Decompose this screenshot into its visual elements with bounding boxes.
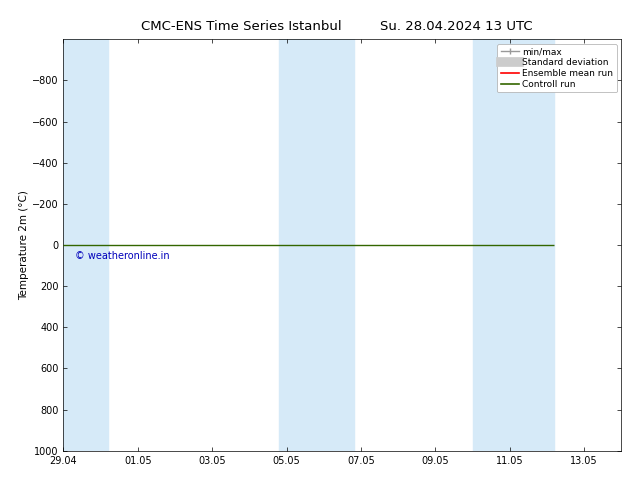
- Bar: [472, 39, 554, 451]
- Bar: [63, 39, 108, 451]
- Y-axis label: Temperature 2m (°C): Temperature 2m (°C): [19, 190, 29, 300]
- Bar: [279, 39, 354, 451]
- Legend: min/max, Standard deviation, Ensemble mean run, Controll run: min/max, Standard deviation, Ensemble me…: [497, 44, 617, 92]
- Text: CMC-ENS Time Series Istanbul: CMC-ENS Time Series Istanbul: [141, 20, 341, 33]
- Text: © weatheronline.in: © weatheronline.in: [75, 251, 169, 261]
- Text: Su. 28.04.2024 13 UTC: Su. 28.04.2024 13 UTC: [380, 20, 533, 33]
